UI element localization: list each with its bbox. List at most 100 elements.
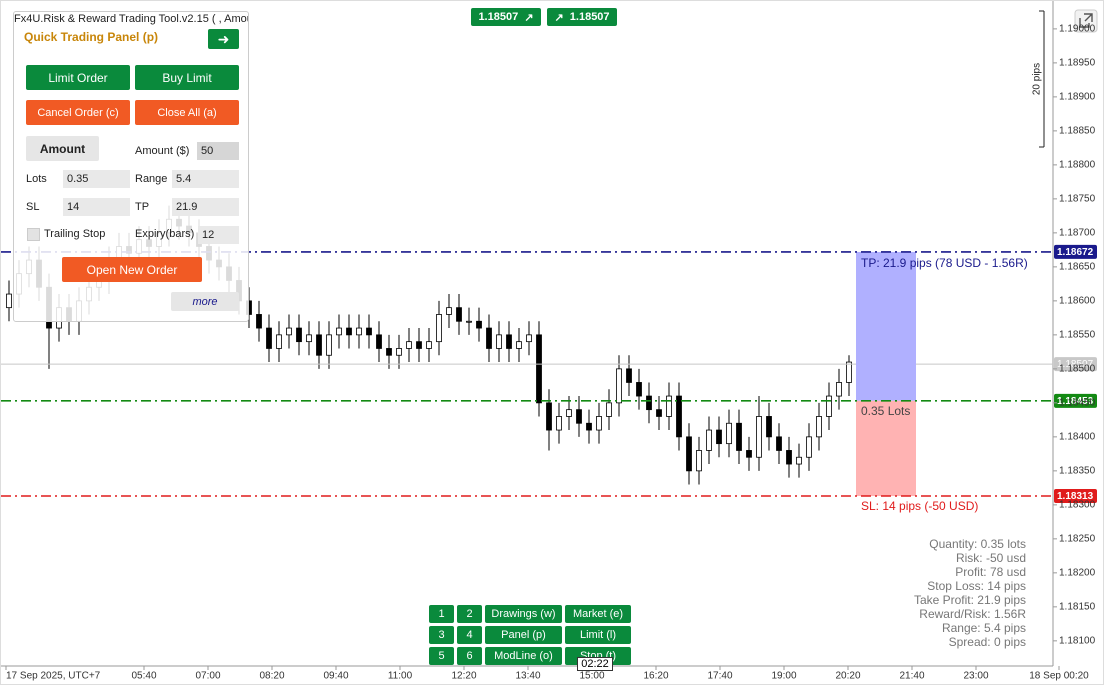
toolbar-button[interactable]: 3 [429,626,454,644]
candle-body [386,348,392,356]
candle-body [846,361,852,383]
candle-body [476,320,482,329]
collapse-button[interactable]: ➜ [208,29,239,49]
candle-body [676,395,682,438]
field-input[interactable]: 21.9 [172,198,239,216]
y-tick-label: 1.18950 [1059,58,1096,69]
candle-body [556,416,562,431]
x-tick-label: 13:40 [515,671,540,682]
candle-body [286,327,292,336]
field-input[interactable]: 50 [197,142,239,160]
candle-body [766,416,772,438]
candle-body [576,409,582,424]
candle-body [546,402,552,431]
x-tick-label: 09:40 [323,671,348,682]
price-button[interactable]: 1.18507 ↗ [471,8,541,26]
y-tick-label: 1.18300 [1059,499,1096,510]
y-tick-label: 1.18850 [1059,126,1096,137]
candle-body [706,429,712,451]
candle-body [726,422,732,445]
toolbar-button[interactable]: 4 [457,626,482,644]
candle-body [626,368,632,383]
candle-body [756,416,762,458]
candle-body [716,429,722,445]
toolbar-button[interactable]: 6 [457,647,482,665]
candle-body [796,456,802,465]
close-all-button[interactable]: Close All (a) [135,100,239,125]
y-tick-label: 1.18550 [1059,330,1096,341]
candle-body [536,334,542,404]
y-tick-label: 1.18250 [1059,533,1096,544]
toolbar-button[interactable]: 5 [429,647,454,665]
toolbar-button[interactable]: 1 [429,605,454,623]
field-label: Expiry(bars) [135,228,195,240]
price-tag-label: 1.18313 [1057,491,1094,502]
y-tick-label: 1.18750 [1059,194,1096,205]
candle-body [656,409,662,417]
candle-body [736,422,742,451]
trailing-checkbox[interactable] [27,228,40,241]
candle-body [486,327,492,349]
candle-body [296,327,302,343]
y-tick-label: 1.18900 [1059,92,1096,103]
toolbar-button[interactable]: ModLine (o) [485,647,562,665]
y-tick-label: 1.18350 [1059,465,1096,476]
x-tick-label: 11:00 [388,671,413,682]
candle-body [416,341,422,349]
candle-body [666,395,672,417]
limit-order-button[interactable]: Limit Order [26,65,130,90]
candle-body [596,416,602,431]
toolbar-button[interactable]: Drawings (w) [485,605,562,623]
candle-body [276,334,282,349]
x-tick-label: 08:20 [259,671,284,682]
candle-body [426,341,432,349]
cancel-order-button[interactable]: Cancel Order (c) [26,100,130,125]
x-tick-label: 21:40 [899,671,924,682]
toolbar-button[interactable]: Limit (l) [565,626,631,644]
price-tag [1054,244,1097,259]
price-text: 1.18507 [478,11,519,23]
candle-body [586,422,592,431]
toolbar-button[interactable]: Market (e) [565,605,631,623]
open-order-button[interactable]: Open New Order [62,257,202,282]
x-tick-label: 05:40 [131,671,156,682]
candle-body [456,307,462,322]
price-tag [1054,489,1097,504]
buy-limit-button[interactable]: Buy Limit [135,65,239,90]
candle-body [686,436,692,472]
candle-body [826,395,832,417]
price-button[interactable]: ↗ 1.18507 [547,8,617,26]
ruler-label: 20 pips [1032,63,1043,95]
field-label: Range [135,173,168,185]
sl-zone [856,400,916,497]
x-tick-label: 12:20 [451,671,476,682]
field-label: TP [135,201,150,213]
y-tick-label: 1.18650 [1059,262,1096,273]
y-tick-label: 1.18400 [1059,431,1096,442]
candle-body [396,348,402,356]
candle-body [566,409,572,417]
price-tag-label: 1.18672 [1057,247,1094,258]
x-tick-label: 23:00 [963,671,988,682]
price-tag-label: 1.18507 [1057,359,1094,370]
summary-line: Profit: 78 usd [955,565,1026,579]
toolbar-button[interactable]: Panel (p) [485,626,562,644]
toolbar-button[interactable]: 2 [457,605,482,623]
more-button[interactable]: more [171,292,239,311]
tp-zone [856,251,916,401]
amount-button[interactable]: Amount [26,136,99,161]
candle-body [696,450,702,472]
candle-body [326,334,332,356]
field-input[interactable]: 0.35 [63,170,130,188]
field-input[interactable]: 5.4 [172,170,239,188]
field-label: Lots [26,173,47,185]
candle-body [466,320,472,323]
tp-label: TP: 21.9 pips (78 USD - 1.56R) [861,256,1028,270]
panel-title: Fx4U.Risk & Reward Trading Tool.v2.15 ( … [14,13,248,25]
candle-body [356,327,362,336]
candle-body [6,293,12,309]
field-input[interactable]: 12 [198,226,239,244]
field-input[interactable]: 14 [63,198,130,216]
panel-subtitle: Quick Trading Panel (p) [24,30,159,44]
